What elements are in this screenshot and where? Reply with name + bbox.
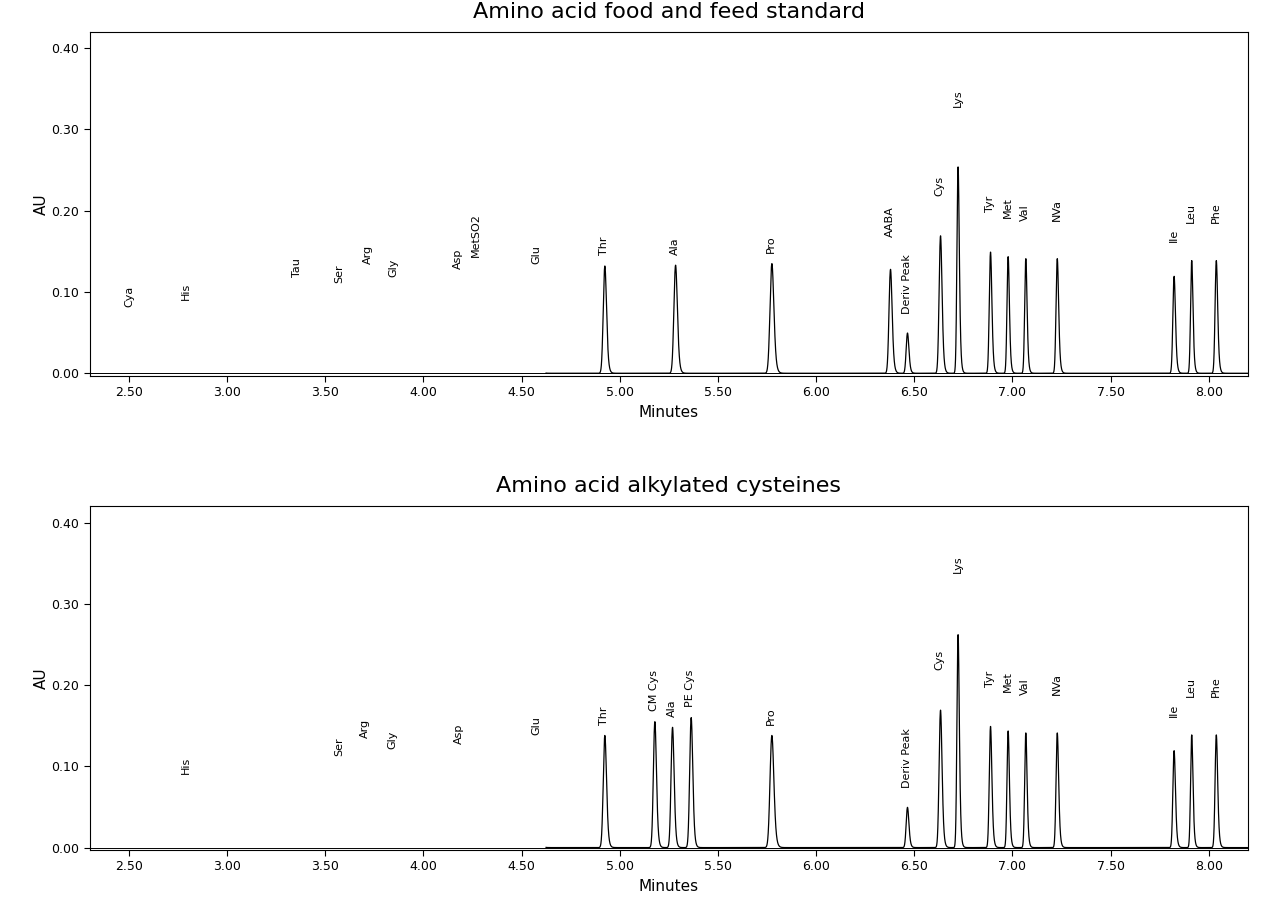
Text: Cya: Cya	[125, 286, 134, 307]
Text: Phe: Phe	[1211, 202, 1221, 223]
Text: Glu: Glu	[531, 245, 541, 263]
Text: Ser: Ser	[334, 737, 344, 756]
Text: Leu: Leu	[1187, 677, 1196, 697]
Text: Met: Met	[1002, 672, 1012, 693]
Text: His: His	[180, 282, 191, 300]
Text: MetSO2: MetSO2	[471, 213, 480, 257]
Text: Ala: Ala	[669, 237, 680, 255]
Text: Thr: Thr	[599, 707, 609, 725]
Text: CM Cys: CM Cys	[649, 670, 659, 711]
Text: Val: Val	[1020, 678, 1030, 695]
X-axis label: Minutes: Minutes	[639, 879, 699, 894]
Text: Arg: Arg	[360, 718, 370, 738]
Text: Lys: Lys	[952, 90, 963, 107]
Text: Thr: Thr	[599, 237, 609, 255]
Text: Ile: Ile	[1169, 229, 1179, 242]
Text: Deriv Peak: Deriv Peak	[902, 728, 911, 788]
Text: Phe: Phe	[1211, 676, 1221, 697]
Title: Amino acid alkylated cysteines: Amino acid alkylated cysteines	[497, 476, 841, 496]
Text: PE Cys: PE Cys	[685, 670, 695, 707]
Text: AABA: AABA	[884, 206, 895, 237]
Text: Arg: Arg	[364, 244, 374, 263]
Text: Leu: Leu	[1187, 203, 1196, 223]
Text: Ile: Ile	[1169, 704, 1179, 717]
Text: Lys: Lys	[952, 556, 963, 573]
Text: Cys: Cys	[934, 651, 945, 671]
Text: Glu: Glu	[531, 717, 541, 736]
Text: Gly: Gly	[388, 259, 398, 277]
Text: Val: Val	[1020, 204, 1030, 220]
Text: Pro: Pro	[765, 707, 776, 725]
Text: Asp: Asp	[453, 723, 463, 744]
Text: Gly: Gly	[387, 731, 397, 749]
Text: NVa: NVa	[1052, 673, 1061, 695]
Text: His: His	[180, 757, 191, 773]
Text: Pro: Pro	[765, 236, 776, 253]
Text: Tau: Tau	[292, 259, 302, 277]
Y-axis label: AU: AU	[33, 193, 49, 215]
Text: Deriv Peak: Deriv Peak	[902, 254, 911, 314]
Text: Tyr: Tyr	[984, 197, 995, 212]
Text: NVa: NVa	[1052, 198, 1061, 220]
Title: Amino acid food and feed standard: Amino acid food and feed standard	[472, 2, 865, 22]
Text: Asp: Asp	[453, 249, 463, 270]
Text: Met: Met	[1002, 197, 1012, 218]
Text: Cys: Cys	[934, 176, 945, 197]
Y-axis label: AU: AU	[33, 667, 49, 689]
Text: Tyr: Tyr	[984, 671, 995, 686]
Text: Ala: Ala	[667, 699, 677, 717]
X-axis label: Minutes: Minutes	[639, 405, 699, 420]
Text: Ser: Ser	[334, 264, 344, 283]
